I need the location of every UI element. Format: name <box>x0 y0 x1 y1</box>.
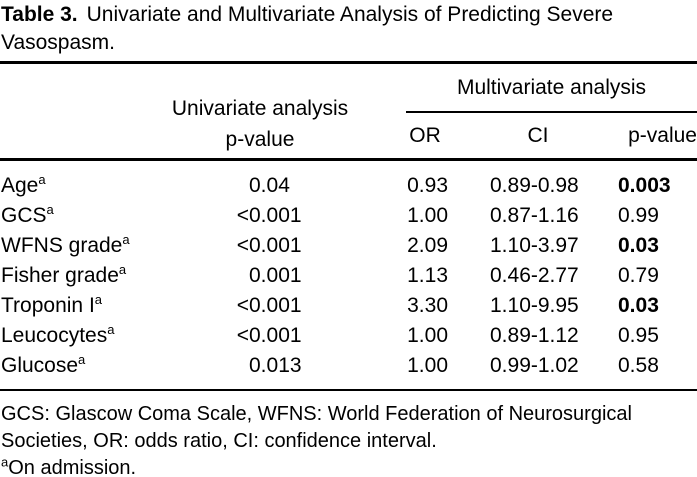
row-label: WFNS gradea <box>1 231 130 261</box>
or-cell: 0.93 <box>407 174 448 197</box>
univariate-column-header: Univariate analysis p-value <box>150 93 370 155</box>
table-title: Table 3. Univariate and Multivariate Anal… <box>1 1 697 57</box>
footnote-marker: a <box>122 232 130 247</box>
pvalue-cell: 0.95 <box>618 324 659 347</box>
row-label-text: Leucocytes <box>1 324 108 347</box>
footnote-marker: a <box>38 172 46 187</box>
comparator-prefix: < <box>236 294 249 317</box>
table-number: Table 3. <box>1 3 78 26</box>
footnote-a-text: On admission. <box>8 457 137 477</box>
row-label-text: WFNS grade <box>1 234 123 257</box>
pvalue-cell: 0.99 <box>618 204 659 227</box>
univariate-pvalue: 0.013 <box>249 354 302 377</box>
or-cell: 3.30 <box>407 294 448 317</box>
row-label: Leucocytesa <box>1 321 114 351</box>
univariate-pvalue-cell: 0.04 <box>235 171 325 201</box>
multivariate-spanner-header: Multivariate analysis <box>456 76 647 99</box>
row-label-text: Glucose <box>1 354 79 377</box>
row-label-text: Fisher grade <box>1 264 119 287</box>
row-label: Agea <box>1 171 46 201</box>
univariate-pvalue: 0.001 <box>249 294 302 317</box>
univariate-pvalue-cell: <0.001 <box>235 201 325 231</box>
pvalue-column-header: p-value <box>628 124 697 147</box>
univariate-pvalue-cell: <0.001 <box>235 321 325 351</box>
table-footnotes: GCS: Glascow Coma Scale, WFNS: World Fed… <box>1 401 696 477</box>
abbreviations-line2: Societies, OR: odds ratio, CI: confidenc… <box>1 430 437 452</box>
univariate-pvalue: 0.001 <box>249 234 302 257</box>
or-column-header: OR <box>409 124 441 147</box>
row-label: GCSa <box>1 201 54 231</box>
table-title-line1: Univariate and Multivariate Analysis of … <box>86 3 614 26</box>
ci-cell: 0.89-1.12 <box>490 324 579 347</box>
footnote-a-marker: a <box>1 454 9 470</box>
table-bottom-rule <box>0 389 697 391</box>
table-row: Agea 0.04 0.93 0.89-0.98 0.003 <box>0 171 697 201</box>
univariate-pvalue: 0.001 <box>249 264 302 287</box>
ci-cell: 0.87-1.16 <box>490 204 579 227</box>
footnote-marker: a <box>78 352 86 367</box>
footnote-marker: a <box>94 292 103 307</box>
pvalue-cell: 0.79 <box>618 264 659 287</box>
abbreviations-line1: GCS: Glascow Coma Scale, WFNS: World Fed… <box>1 403 632 425</box>
row-label: Troponin Ia <box>1 291 102 321</box>
table-title-line2: Vasospasm. <box>1 31 115 54</box>
ci-cell: 1.10-3.97 <box>490 234 579 257</box>
table-row: GCSa <0.001 1.00 0.87-1.16 0.99 <box>0 201 697 231</box>
ci-cell: 0.89-0.98 <box>490 174 579 197</box>
univariate-pvalue-cell: <0.001 <box>235 231 325 261</box>
ci-column-header: CI <box>527 124 549 147</box>
univariate-header-line1: Univariate analysis <box>171 97 349 120</box>
comparator-prefix: < <box>236 204 249 227</box>
univariate-pvalue-cell: 0.013 <box>235 351 325 381</box>
univariate-pvalue: 0.001 <box>249 324 302 347</box>
or-cell: 1.00 <box>407 324 448 347</box>
or-cell: 1.13 <box>407 264 448 287</box>
pvalue-cell: 0.03 <box>618 234 659 257</box>
comparator-prefix: < <box>236 234 249 257</box>
multivariate-spanner-rule <box>406 111 697 113</box>
header-bottom-rule <box>0 158 697 161</box>
univariate-pvalue-cell: <0.001 <box>235 291 325 321</box>
ci-cell: 0.99-1.02 <box>490 354 579 377</box>
table-row: Leucocytesa <0.001 1.00 0.89-1.12 0.95 <box>0 321 697 351</box>
row-label-text: GCS <box>1 204 47 227</box>
pvalue-cell: 0.58 <box>618 354 659 377</box>
footnote-marker: a <box>46 202 54 217</box>
pvalue-cell: 0.003 <box>618 174 671 197</box>
row-label: Glucosea <box>1 351 85 381</box>
row-label-text: Troponin I <box>1 294 95 317</box>
footnote-marker: a <box>118 262 127 277</box>
ci-cell: 1.10-9.95 <box>490 294 579 317</box>
or-cell: 2.09 <box>407 234 448 257</box>
comparator-prefix: < <box>236 324 249 347</box>
univariate-pvalue: 0.04 <box>249 174 290 197</box>
table-row: Glucosea 0.013 1.00 0.99-1.02 0.58 <box>0 351 697 381</box>
table-body: Agea 0.04 0.93 0.89-0.98 0.003 GCSa <0.0… <box>0 171 697 381</box>
top-rule <box>0 61 697 64</box>
or-cell: 1.00 <box>407 204 448 227</box>
row-label-text: Age <box>1 174 39 197</box>
footnote-a: aOn admission. <box>1 455 696 477</box>
table-row: Troponin Ia <0.001 3.30 1.10-9.95 0.03 <box>0 291 697 321</box>
univariate-pvalue: 0.001 <box>249 204 302 227</box>
footnote-marker: a <box>107 322 115 337</box>
or-cell: 1.00 <box>407 354 448 377</box>
pvalue-cell: 0.03 <box>618 294 659 317</box>
univariate-pvalue-cell: 0.001 <box>235 261 325 291</box>
univariate-header-line2: p-value <box>225 128 295 151</box>
row-label: Fisher gradea <box>1 261 126 291</box>
ci-cell: 0.46-2.77 <box>490 264 579 287</box>
table-row: WFNS gradea <0.001 2.09 1.10-3.97 0.03 <box>0 231 697 261</box>
table-row: Fisher gradea 0.001 1.13 0.46-2.77 0.79 <box>0 261 697 291</box>
